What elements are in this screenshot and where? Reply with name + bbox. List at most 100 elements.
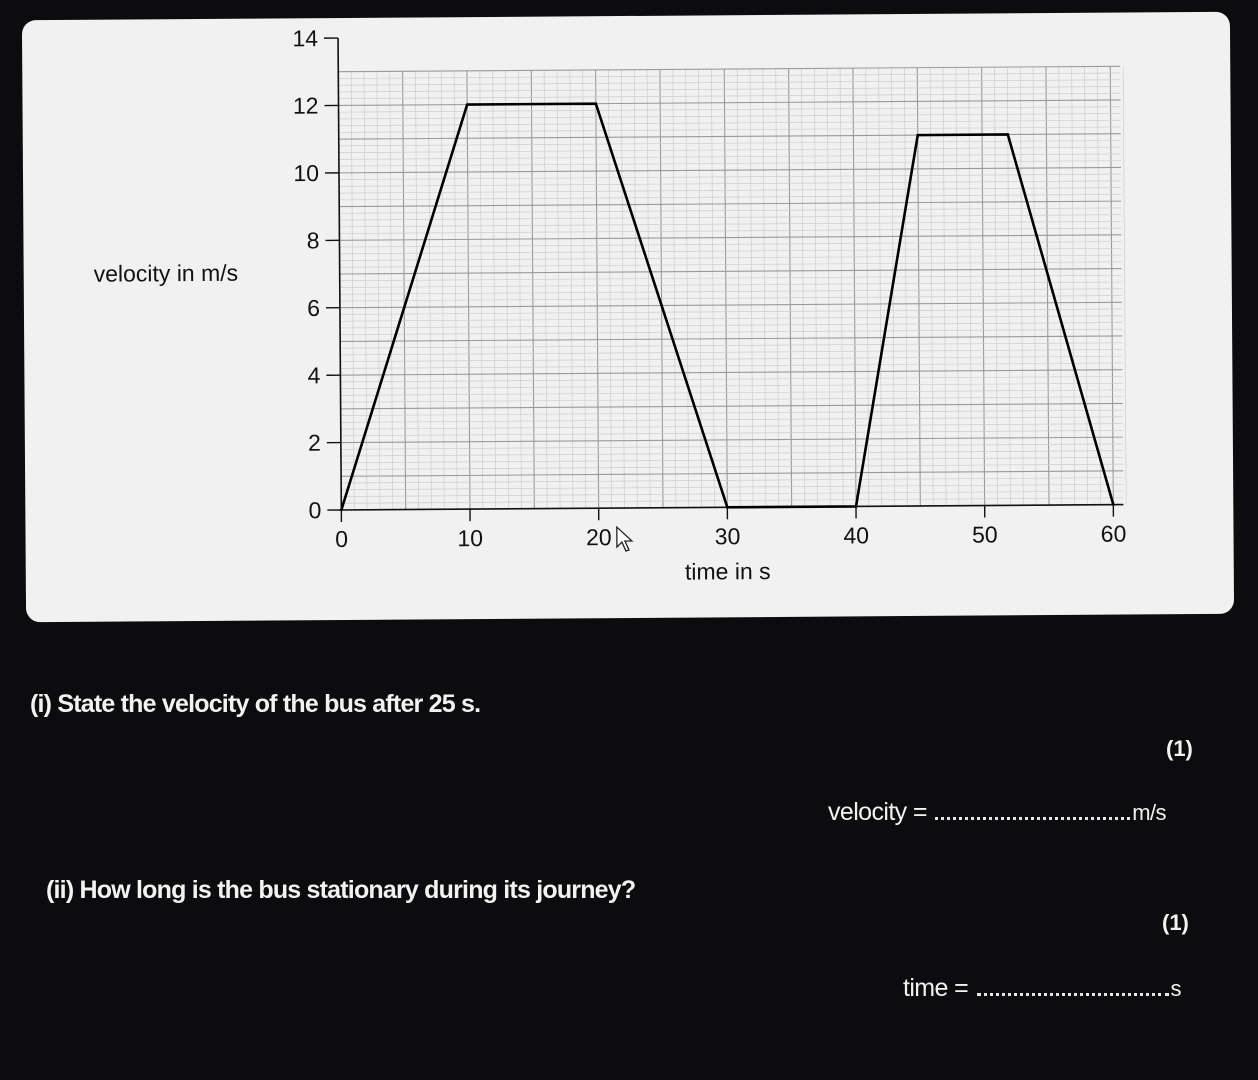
major-grid-line [339,200,1122,208]
minor-grid-line [775,68,780,507]
major-grid-line [339,268,1122,275]
minor-grid-line [878,67,883,507]
minor-grid-line [1084,66,1088,505]
minor-grid-line [338,153,1121,160]
y-tick-label: 0 [308,497,321,523]
y-tick-label: 10 [293,160,319,186]
minor-grid-line [762,68,767,508]
x-tick-label: 60 [1101,521,1127,547]
minor-grid-line [338,106,1121,113]
minor-grid-line [1071,66,1076,505]
major-grid-line [530,70,535,509]
minor-grid-line [1006,67,1011,506]
minor-grid-line [341,497,1124,504]
question-1-text: (i) State the velocity of the bus after … [30,690,481,718]
major-grid-line [1109,66,1114,505]
minor-grid-line [340,382,1123,389]
minor-grid-line [376,71,381,510]
minor-grid-line [736,68,741,508]
minor-grid-line [339,261,1122,268]
minor-grid-line [518,70,522,509]
minor-grid-line [415,71,419,510]
velocity-answer-label: velocity = [828,798,928,826]
minor-grid-line [839,68,844,507]
minor-grid-line [340,409,1123,416]
minor-grid-line [338,86,1121,93]
velocity-answer-field[interactable] [935,811,1131,820]
minor-grid-line [749,68,754,508]
minor-grid-line [340,396,1123,403]
major-grid-line [595,69,600,509]
data-point [594,102,598,105]
minor-grid-line [338,140,1121,147]
y-tick-label: 12 [293,93,319,119]
major-grid-line [1045,66,1050,506]
minor-grid-line [339,207,1122,214]
x-tick-label: 10 [457,525,483,551]
minor-grid-line [339,180,1122,187]
minor-grid-line [955,67,960,506]
major-grid-line [340,436,1123,444]
minor-grid-line [340,443,1123,450]
major-grid-line [659,69,664,508]
minor-grid-line [363,71,368,510]
data-point [1112,503,1115,506]
minor-grid-line [339,227,1122,234]
velocity-series-line [340,102,1115,511]
minor-grid-line [338,119,1121,127]
y-tick-label: 14 [292,25,318,51]
data-point [726,506,729,509]
velocity-time-chart: time in s velocity in m/s 0 2 4 6 8 10 12 14 0 10… [94,25,1127,585]
minor-grid-line [685,69,690,508]
minor-grid-line [338,126,1121,133]
question-2-text: (ii) How long is the bus stationary duri… [46,876,636,904]
minor-grid-line [339,173,1122,180]
chart-grid [337,65,1127,511]
minor-grid-line [338,92,1121,100]
chart-series [340,102,1115,512]
major-grid-line [338,166,1121,174]
major-grid-line [852,68,857,507]
minor-grid-line [339,281,1122,288]
minor-grid-line [338,160,1121,167]
major-grid-line [340,402,1123,410]
minor-grid-line [338,146,1121,153]
major-grid-line [341,470,1124,477]
minor-grid-line [813,68,818,507]
minor-grid-line [1097,66,1101,505]
minor-grid-line [339,241,1122,248]
minor-grid-line [608,69,612,509]
question-2-marks: (1) [1162,910,1189,935]
minor-grid-line [440,71,445,510]
data-point [854,505,858,508]
minor-grid-line [341,456,1123,464]
question-1-marks: (1) [1166,736,1193,761]
x-axis-label: time in s [685,558,771,585]
minor-grid-line [1058,66,1063,505]
minor-grid-line [350,71,355,510]
minor-grid-line [339,221,1122,228]
y-tick-label: 8 [307,227,320,253]
minor-grid-line [339,274,1122,282]
minor-grid-line [904,67,908,507]
minor-grid-line [672,69,677,508]
minor-grid-line [340,349,1123,356]
data-point [1006,133,1010,136]
minor-grid-line [339,254,1122,261]
minor-grid-line [620,69,625,509]
time-answer-line: time = s [903,974,1182,1003]
minor-grid-line [340,430,1123,437]
minor-grid-line [698,69,702,508]
y-axis-line [337,38,343,511]
minor-grid-line [543,70,548,509]
data-point [465,103,469,106]
minor-grid-line [994,67,998,506]
minor-grid-line [338,79,1121,86]
minor-grid-line [340,376,1123,383]
minor-grid-line [340,362,1123,369]
minor-grid-line [341,490,1124,497]
time-answer-field[interactable] [976,987,1169,996]
minor-grid-line [340,322,1123,329]
minor-grid-line [646,69,651,508]
y-tick-label: 6 [307,295,320,321]
